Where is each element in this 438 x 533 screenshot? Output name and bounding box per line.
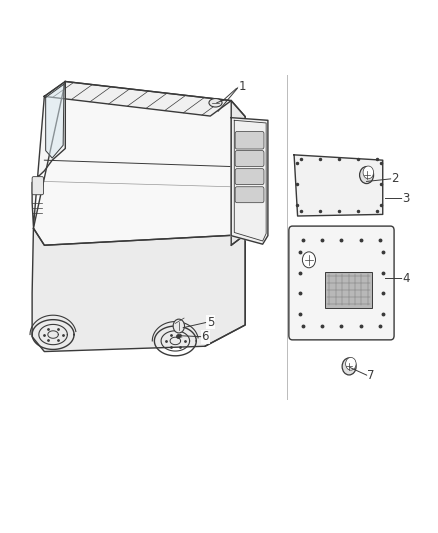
Circle shape <box>342 358 356 375</box>
Text: 7: 7 <box>367 369 375 382</box>
FancyBboxPatch shape <box>32 176 43 195</box>
Circle shape <box>363 166 374 179</box>
Circle shape <box>302 252 315 268</box>
Circle shape <box>173 319 184 333</box>
FancyBboxPatch shape <box>235 132 264 149</box>
Circle shape <box>360 166 374 183</box>
Text: 2: 2 <box>392 172 399 185</box>
Text: 5: 5 <box>207 316 214 329</box>
Text: 1: 1 <box>239 80 246 93</box>
Circle shape <box>346 358 356 370</box>
Polygon shape <box>44 82 231 116</box>
FancyBboxPatch shape <box>235 168 264 184</box>
Text: 3: 3 <box>403 192 410 205</box>
Polygon shape <box>231 101 245 245</box>
Polygon shape <box>46 84 64 158</box>
Polygon shape <box>33 82 245 245</box>
FancyBboxPatch shape <box>235 151 264 166</box>
Text: 4: 4 <box>403 272 410 285</box>
Ellipse shape <box>209 99 222 107</box>
FancyBboxPatch shape <box>289 226 394 340</box>
Text: 6: 6 <box>201 330 209 343</box>
Bar <box>325 272 372 308</box>
FancyBboxPatch shape <box>235 187 264 203</box>
Polygon shape <box>294 155 383 216</box>
Polygon shape <box>32 228 245 352</box>
Polygon shape <box>32 82 65 227</box>
Polygon shape <box>231 118 268 244</box>
